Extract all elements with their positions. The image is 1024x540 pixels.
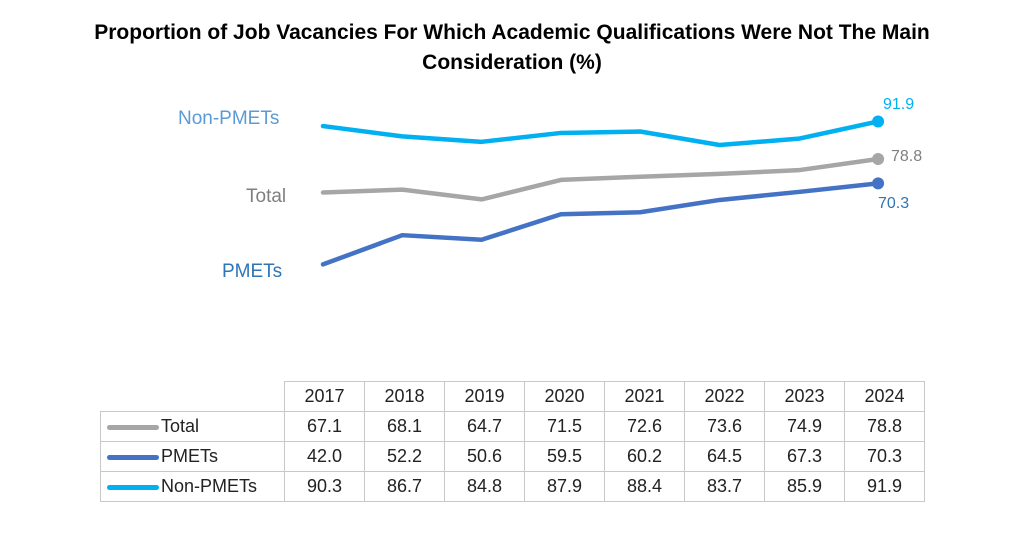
legend-swatch-non-pmets bbox=[107, 484, 159, 490]
table-cell: 70.3 bbox=[844, 441, 925, 472]
chart-title: Proportion of Job Vacancies For Which Ac… bbox=[0, 18, 1024, 78]
table-row-name: Total bbox=[161, 416, 200, 436]
legend-swatch-pmets bbox=[107, 454, 159, 460]
table-cell: 71.5 bbox=[524, 411, 605, 442]
table-cell: 67.1 bbox=[284, 411, 365, 442]
table-row: PMETs 42.0 52.2 50.6 59.5 60.2 64.5 67.3… bbox=[100, 441, 925, 472]
end-point-total bbox=[872, 153, 885, 166]
table-cell: 84.8 bbox=[444, 471, 525, 502]
table-row-label: Non-PMETs bbox=[100, 471, 285, 502]
table-header-year: 2017 bbox=[284, 381, 365, 412]
end-label-non-pmets: 91.9 bbox=[883, 96, 915, 113]
legend-swatch-total bbox=[107, 424, 159, 430]
data-table: 2017 2018 2019 2020 2021 2022 2023 2024 … bbox=[100, 381, 925, 502]
table-cell: 88.4 bbox=[604, 471, 685, 502]
table-header-year: 2024 bbox=[844, 381, 925, 412]
table-header-year: 2021 bbox=[604, 381, 685, 412]
chart-title-line-2: Consideration (%) bbox=[422, 51, 602, 74]
table-row-label: PMETs bbox=[100, 441, 285, 472]
table-cell: 85.9 bbox=[764, 471, 845, 502]
table-row-name: PMETs bbox=[161, 446, 219, 466]
table-cell: 90.3 bbox=[284, 471, 365, 502]
series-label-total: Total bbox=[246, 186, 287, 207]
series-line-non-pmets bbox=[320, 119, 881, 148]
table-corner-cell bbox=[100, 381, 285, 412]
table-cell: 78.8 bbox=[844, 411, 925, 442]
table-cell: 59.5 bbox=[524, 441, 605, 472]
table-cell: 83.7 bbox=[684, 471, 765, 502]
table-cell: 52.2 bbox=[364, 441, 445, 472]
table-cell: 86.7 bbox=[364, 471, 445, 502]
table-cell: 67.3 bbox=[764, 441, 845, 472]
end-point-pmets bbox=[872, 177, 885, 190]
series-label-pmets: PMETs bbox=[222, 261, 283, 282]
end-point-non-pmets bbox=[872, 115, 885, 128]
line-chart bbox=[320, 115, 885, 267]
series-line-pmets bbox=[320, 181, 881, 267]
table-header-year: 2023 bbox=[764, 381, 845, 412]
table-cell: 91.9 bbox=[844, 471, 925, 502]
table-row-label: Total bbox=[100, 411, 285, 442]
table-header-year: 2022 bbox=[684, 381, 765, 412]
series-label-non-pmets: Non-PMETs bbox=[178, 108, 280, 129]
table-cell: 50.6 bbox=[444, 441, 525, 472]
table-header-year: 2019 bbox=[444, 381, 525, 412]
table-header-row: 2017 2018 2019 2020 2021 2022 2023 2024 bbox=[100, 381, 925, 412]
table-row: Non-PMETs 90.3 86.7 84.8 87.9 88.4 83.7 … bbox=[100, 471, 925, 502]
table-cell: 74.9 bbox=[764, 411, 845, 442]
chart-title-line-1: Proportion of Job Vacancies For Which Ac… bbox=[94, 21, 930, 44]
series-line-total bbox=[320, 156, 881, 202]
table-header-year: 2020 bbox=[524, 381, 605, 412]
table-cell: 64.7 bbox=[444, 411, 525, 442]
table-cell: 60.2 bbox=[604, 441, 685, 472]
table-cell: 42.0 bbox=[284, 441, 365, 472]
end-label-total: 78.8 bbox=[891, 148, 923, 165]
table-cell: 64.5 bbox=[684, 441, 765, 472]
table-cell: 68.1 bbox=[364, 411, 445, 442]
table-cell: 72.6 bbox=[604, 411, 685, 442]
end-label-pmets: 70.3 bbox=[878, 195, 910, 212]
table-cell: 87.9 bbox=[524, 471, 605, 502]
table-cell: 73.6 bbox=[684, 411, 765, 442]
table-row: Total 67.1 68.1 64.7 71.5 72.6 73.6 74.9… bbox=[100, 411, 925, 442]
table-row-name: Non-PMETs bbox=[161, 476, 258, 496]
table-header-year: 2018 bbox=[364, 381, 445, 412]
